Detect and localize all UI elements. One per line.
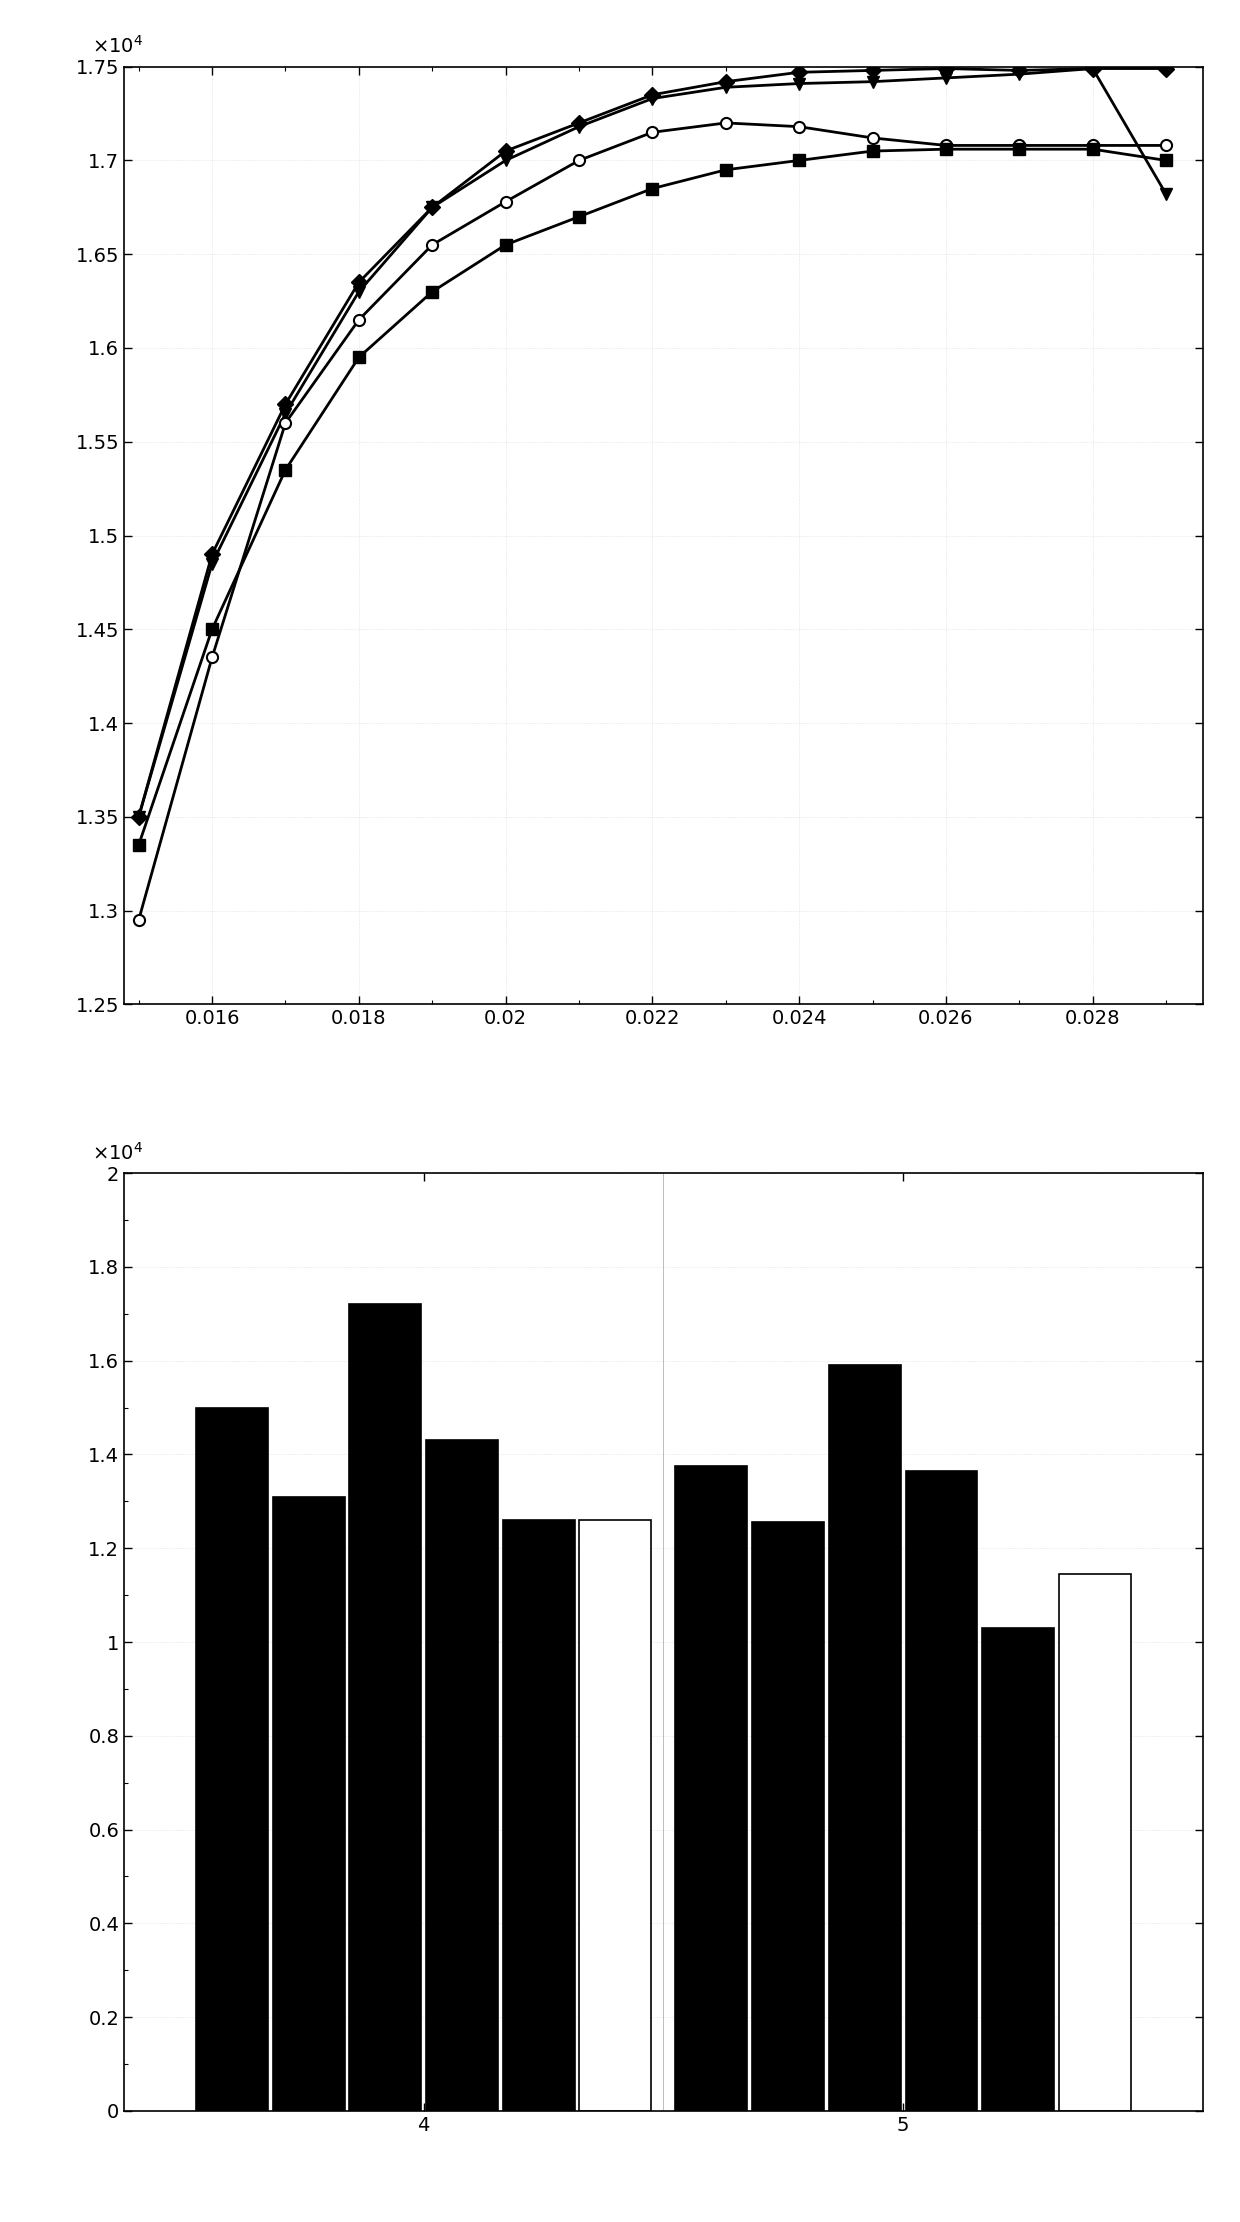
- Text: $\times 10^4$: $\times 10^4$: [92, 36, 143, 58]
- Bar: [676, 1467, 748, 2111]
- Bar: [1059, 1573, 1131, 2111]
- Bar: [828, 1364, 900, 2111]
- Bar: [753, 1522, 825, 2111]
- Bar: [982, 1629, 1054, 2111]
- Bar: [273, 1498, 345, 2111]
- Text: $\times 10^4$: $\times 10^4$: [92, 1142, 143, 1164]
- Bar: [350, 1304, 422, 2111]
- Bar: [196, 1407, 268, 2111]
- Bar: [905, 1471, 977, 2111]
- Bar: [579, 1520, 651, 2111]
- Bar: [502, 1520, 574, 2111]
- Bar: [427, 1440, 498, 2111]
